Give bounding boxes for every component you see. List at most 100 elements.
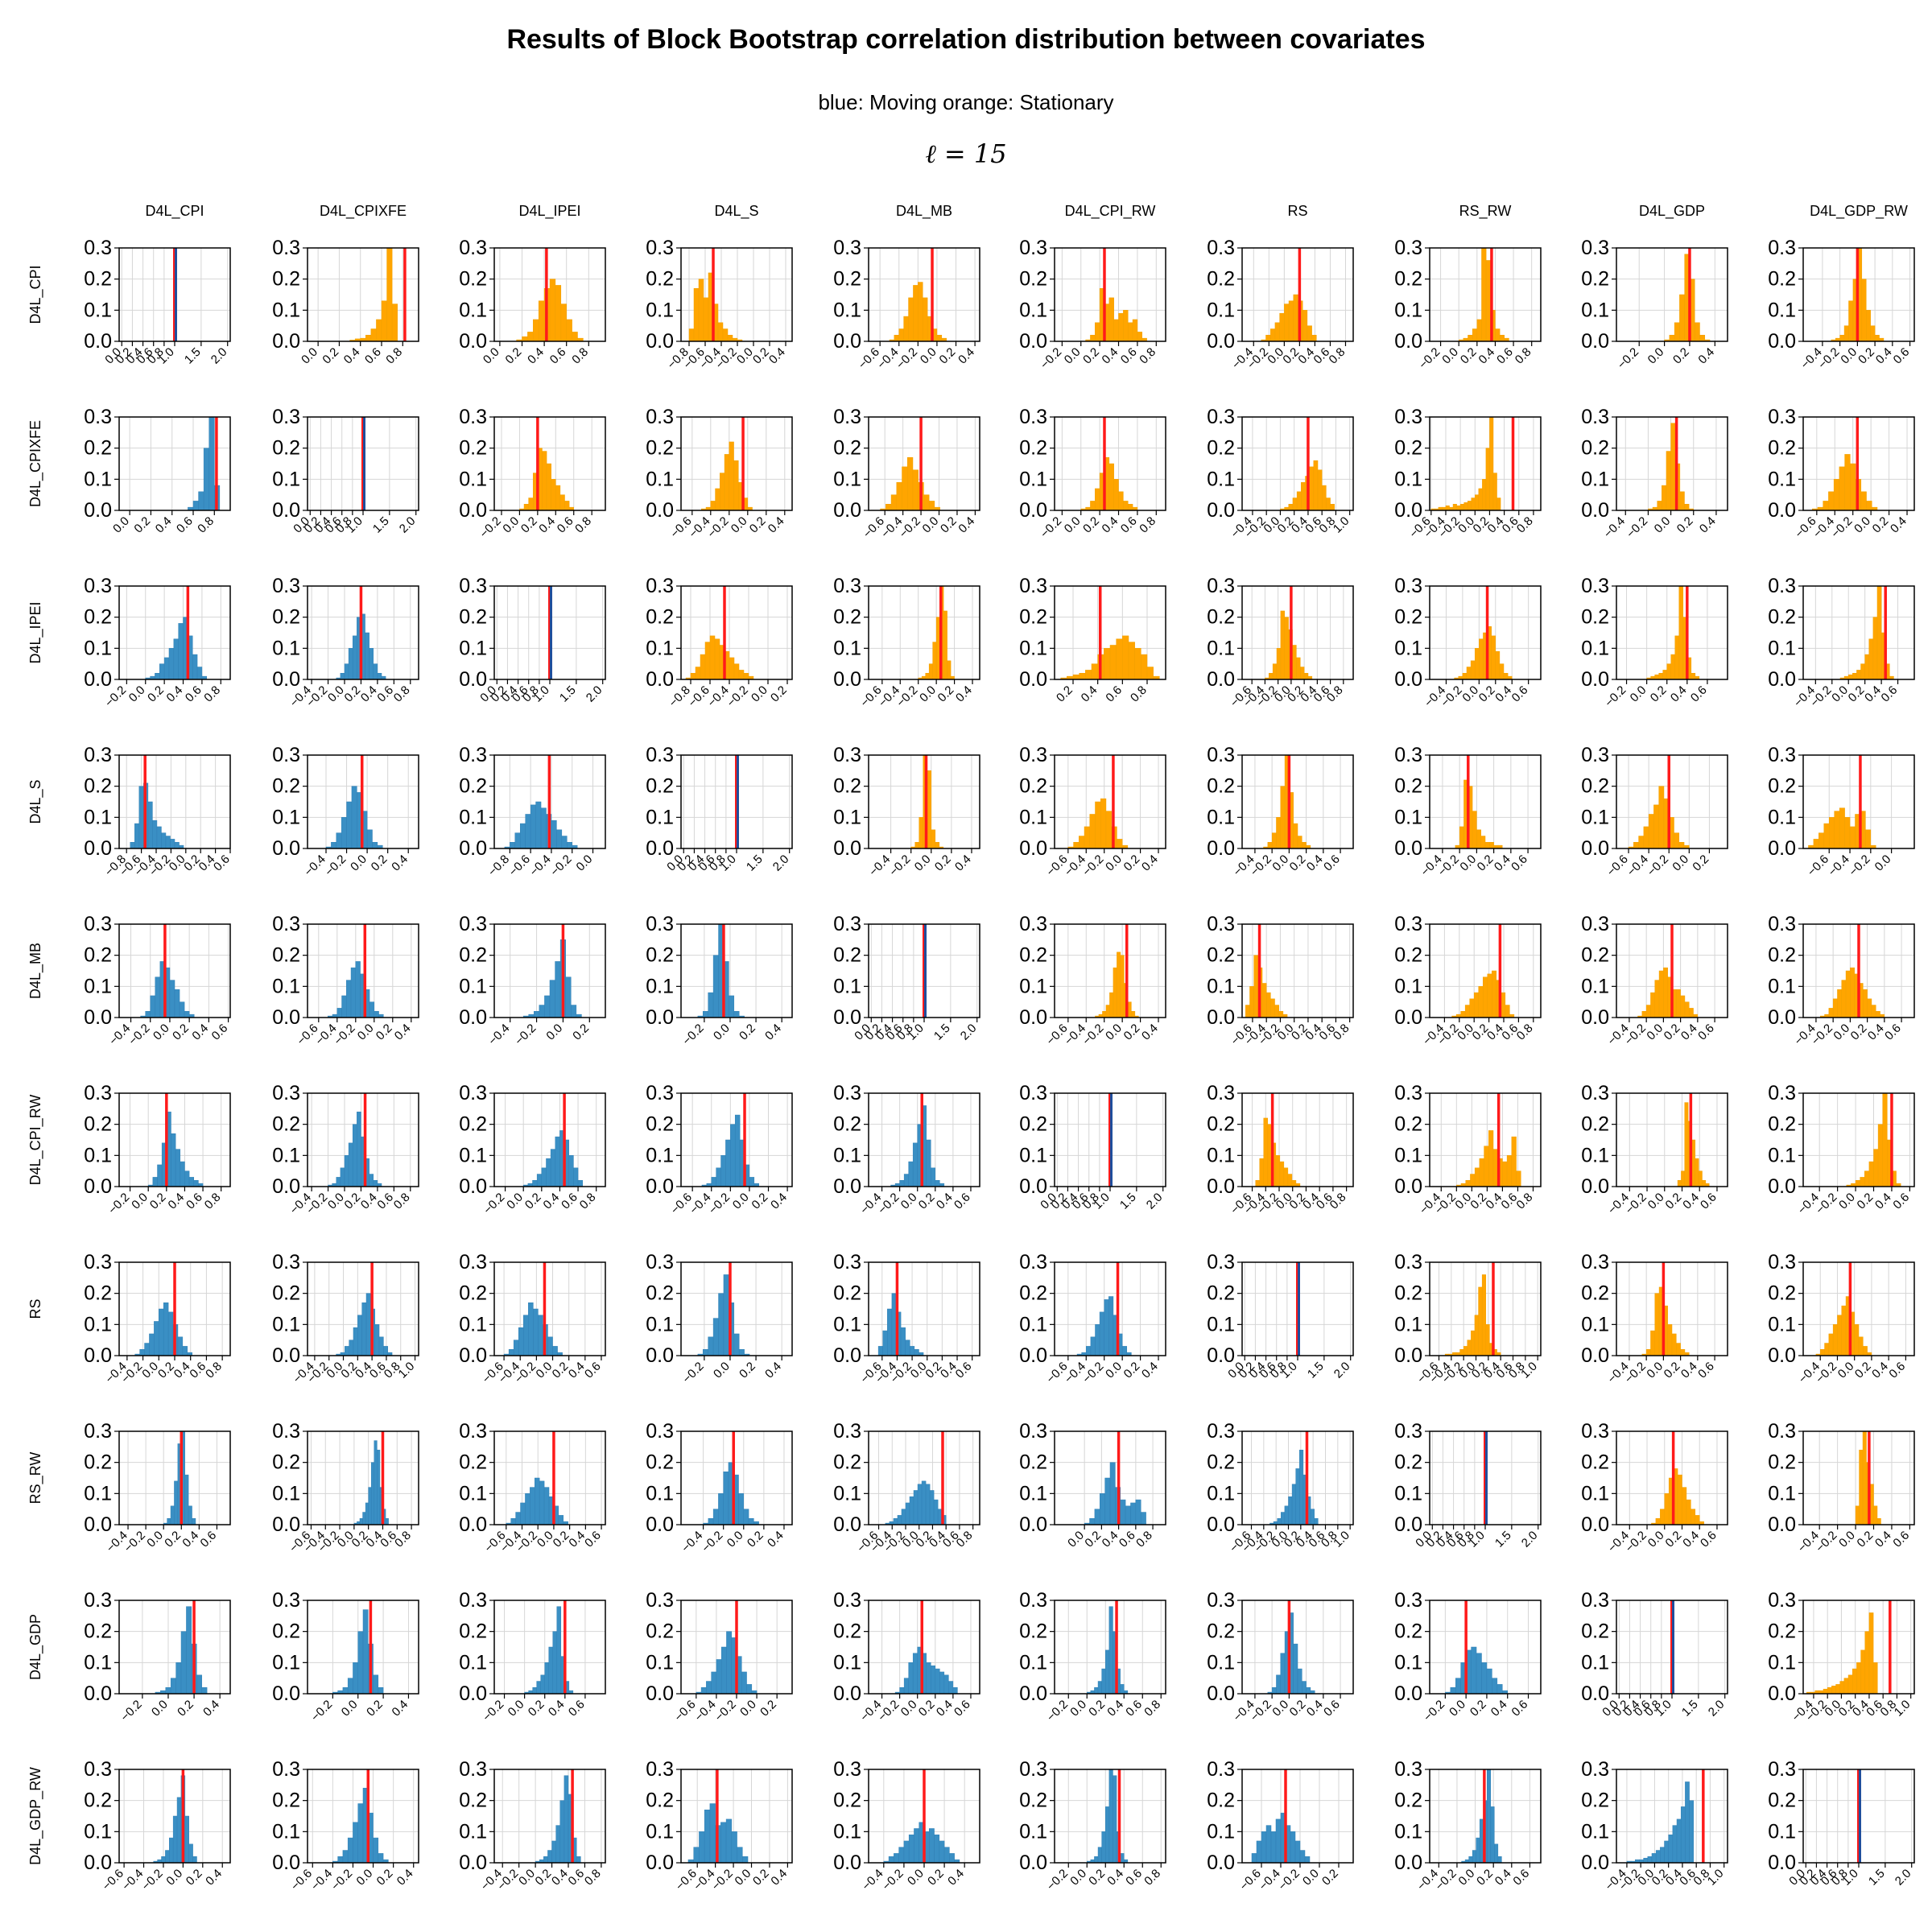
axes-frame — [1054, 585, 1166, 680]
histogram-bar — [368, 1487, 372, 1525]
histogram-bar — [902, 466, 908, 511]
y-tick-label: 0.0 — [833, 1344, 861, 1367]
subplot-RS-D4L_CPIXFE: 0.00.10.20.3−0.4−0.20.00.20.40.60.81.0 — [272, 1251, 419, 1386]
histogram-bar — [377, 1449, 381, 1525]
subplot-D4L_IPEI-D4L_S: 0.00.10.20.3−0.8−0.6−0.4−0.20.00.2 — [646, 575, 793, 710]
y-tick-label: 0.0 — [272, 499, 300, 522]
subplot-RS_RW-D4L_S: 0.00.10.20.3−0.4−0.20.00.20.4 — [646, 1420, 793, 1555]
x-tick-label: −0.4 — [486, 1022, 513, 1048]
histogram-bar — [173, 638, 179, 680]
histogram-bar — [188, 1843, 193, 1864]
subplot-D4L_CPI_RW-RS_RW: 0.00.10.20.3−0.4−0.20.00.20.40.60.8 — [1394, 1082, 1542, 1217]
histogram-bar — [1123, 501, 1129, 511]
subplot-D4L_GDP_RW-D4L_IPEI: 0.00.10.20.3−0.4−0.20.00.20.40.60.8 — [459, 1758, 606, 1893]
y-tick-label: 0.3 — [1394, 744, 1422, 766]
x-tick-label: 0.8 — [954, 1529, 976, 1550]
histogram-bar — [344, 1155, 349, 1187]
y-tick-label: 0.0 — [1581, 330, 1609, 353]
histogram-bar — [174, 989, 180, 1018]
subplot-D4L_GDP-D4L_MB: 0.00.10.20.3−0.4−0.20.00.20.40.6 — [833, 1589, 980, 1724]
y-tick-label: 0.2 — [833, 1620, 861, 1643]
histogram-bar — [1670, 423, 1676, 511]
histogram-bar — [1487, 973, 1492, 1018]
y-tick-label: 0.1 — [1581, 975, 1609, 997]
histogram-bar — [540, 1674, 545, 1695]
y-tick-label: 0.1 — [833, 299, 861, 321]
y-tick-label: 0.3 — [1768, 1758, 1796, 1781]
histogram-bar — [908, 1161, 914, 1187]
axes-frame — [1616, 1769, 1728, 1864]
x-tick-label: 0.4 — [1079, 683, 1100, 705]
histogram-bar — [906, 457, 914, 511]
histogram-bar — [1137, 332, 1143, 342]
histogram-bar — [175, 1149, 181, 1187]
histogram-bar — [152, 1177, 158, 1187]
histogram-bar — [1455, 1678, 1461, 1695]
y-tick-label: 0.2 — [1394, 1282, 1422, 1305]
y-tick-label: 0.2 — [459, 606, 487, 629]
histogram-bar — [1658, 970, 1664, 1018]
x-tick-label: 0.6 — [547, 345, 569, 367]
histogram-bar — [1495, 328, 1501, 342]
y-tick-label: 0.0 — [646, 1175, 674, 1198]
x-tick-label: 0.6 — [362, 345, 384, 367]
histogram-bar — [1663, 967, 1668, 1018]
histogram-bar — [1476, 319, 1482, 342]
x-tick-label: 0.0 — [151, 1022, 172, 1043]
subplot-D4L_CPI-D4L_IPEI: 0.00.10.20.30.0 0.2 0.4 0.6 0.8 — [459, 237, 606, 367]
histogram-bar — [341, 995, 347, 1018]
y-tick-label: 0.2 — [1768, 1282, 1796, 1305]
y-tick-label: 0.0 — [84, 1175, 112, 1198]
histogram-bar — [331, 842, 337, 849]
x-tick-label: 0.8 — [383, 345, 405, 367]
histogram-bar — [717, 322, 724, 342]
histogram-bar — [1269, 328, 1276, 342]
histogram-bar — [1873, 1149, 1879, 1187]
histogram-bar — [1132, 319, 1138, 342]
subplot-RS-D4L_CPI: 0.00.10.20.3−0.4−0.20.00.20.40.60.8 — [84, 1251, 231, 1386]
histogram-bar — [1852, 1668, 1857, 1695]
y-tick-label: 0.3 — [84, 406, 112, 428]
axes-frame — [1429, 416, 1542, 511]
histogram-bar — [525, 1493, 530, 1525]
histogram-bar — [510, 842, 516, 849]
subplot-D4L_IPEI-D4L_IPEI: 0.00.10.20.30.00.20.40.60.81.0 1.5 2.0 — [459, 575, 606, 705]
histogram-bar — [1856, 1662, 1861, 1695]
x-tick-label: −0.4 — [302, 852, 328, 879]
subplot-D4L_CPIXFE-D4L_GDP_RW: 0.00.10.20.3−0.6−0.4−0.20.00.20.4 — [1768, 406, 1915, 541]
y-tick-label: 0.2 — [1768, 1790, 1796, 1812]
x-tick-label: 0.2 — [369, 852, 390, 874]
axes-frame — [1241, 1092, 1354, 1187]
histogram-bar — [1841, 980, 1847, 1018]
x-tick-label: 0.6 — [1321, 852, 1343, 874]
histogram-bar — [1287, 1174, 1293, 1187]
y-tick-label: 0.0 — [1768, 330, 1796, 353]
histogram-bar — [1657, 501, 1662, 511]
histogram-bar — [544, 1662, 549, 1695]
histogram-bar — [903, 316, 909, 342]
histogram-bar — [1292, 497, 1298, 511]
y-tick-label: 0.1 — [1019, 975, 1047, 997]
y-tick-label: 0.3 — [1019, 1251, 1047, 1274]
x-tick-label: 0.0 — [1067, 1867, 1089, 1889]
histogram-bar — [1858, 1336, 1864, 1356]
axes-frame — [1802, 1600, 1915, 1695]
x-tick-label: 1.5 — [1305, 1360, 1327, 1381]
y-tick-label: 0.3 — [833, 406, 861, 428]
histogram-bar — [1467, 1340, 1472, 1356]
histogram-bar — [1290, 1831, 1296, 1864]
y-tick-label: 0.3 — [84, 1589, 112, 1612]
histogram-bar — [1479, 1818, 1484, 1864]
y-tick-label: 0.1 — [1207, 1144, 1235, 1166]
y-tick-label: 0.0 — [646, 330, 674, 353]
y-tick-label: 0.1 — [84, 299, 112, 321]
y-tick-label: 0.2 — [272, 944, 300, 967]
axes-frame — [307, 754, 419, 849]
histogram-bar — [1249, 986, 1254, 1018]
histogram-bar — [1299, 1449, 1304, 1525]
y-tick-label: 0.3 — [833, 1251, 861, 1274]
histogram-bar — [1479, 1158, 1484, 1187]
y-tick-label: 0.1 — [833, 1651, 861, 1674]
y-tick-label: 0.1 — [1581, 637, 1609, 659]
y-tick-label: 0.0 — [84, 499, 112, 522]
